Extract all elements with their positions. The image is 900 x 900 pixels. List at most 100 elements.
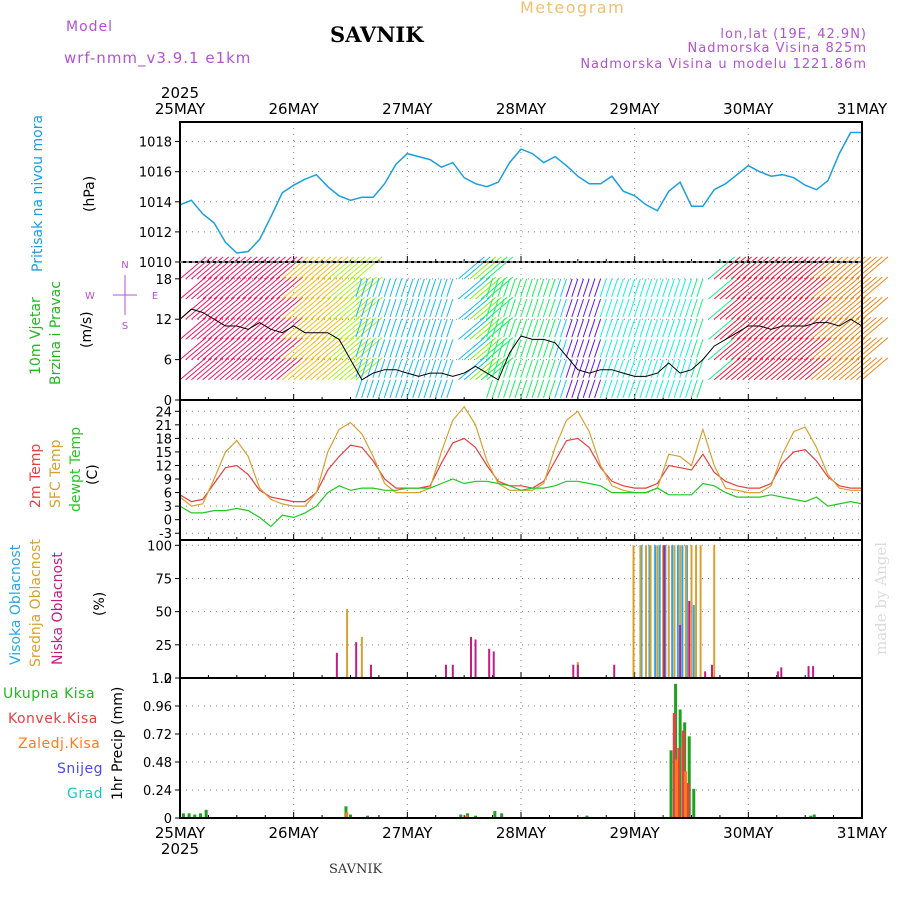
- wind-arrow: [548, 359, 556, 378]
- wind-arrow: [838, 276, 866, 300]
- wind-arrow: [236, 256, 264, 280]
- wind-arrow: [225, 296, 252, 320]
- wind-arrow: [565, 278, 573, 297]
- wind-arrow: [531, 339, 539, 358]
- wind-arrow: [276, 337, 303, 360]
- wind-arrow: [742, 296, 769, 320]
- wind-arrow: [685, 319, 692, 338]
- precip-total-bar: [187, 813, 191, 818]
- wind-arrow: [645, 319, 653, 338]
- wind-arrow: [276, 256, 303, 280]
- wind-arrow: [179, 276, 207, 300]
- wind-arrow: [725, 256, 752, 280]
- wind-arrow: [520, 359, 528, 378]
- precip-total-bar: [193, 814, 197, 818]
- wind-arrow: [616, 379, 624, 398]
- wind-arrow: [844, 256, 872, 280]
- wind-arrow: [679, 278, 687, 297]
- wind-arrow: [855, 276, 883, 300]
- wind-arrow: [787, 337, 815, 360]
- wind-arrow: [333, 337, 360, 360]
- wind-arrow: [748, 357, 775, 381]
- wind-arrow: [287, 357, 315, 381]
- y-tick-label: 18: [155, 432, 172, 447]
- wind-arrow: [372, 319, 380, 338]
- wind-arrow: [765, 256, 792, 280]
- x-date-label-bottom: 31MAY: [837, 824, 888, 842]
- wind-arrow: [333, 317, 360, 340]
- wind-arrow: [559, 278, 567, 297]
- wind-arrow: [219, 296, 247, 320]
- wind-arrow: [423, 298, 431, 318]
- wind-arrow: [622, 339, 630, 358]
- wind-arrow: [514, 278, 522, 297]
- precip-total-bar: [459, 814, 463, 818]
- y-tick-label: 1.2: [151, 672, 172, 687]
- wind-arrow: [611, 379, 619, 398]
- wind-arrow: [588, 339, 596, 358]
- wind-arrow: [776, 276, 804, 300]
- wind-arrow: [259, 256, 286, 280]
- wind-arrow: [316, 337, 343, 360]
- wind-arrow: [259, 317, 286, 340]
- wind-arrow: [497, 298, 505, 318]
- wind-arrow: [434, 319, 442, 338]
- wind-arrow: [537, 319, 545, 338]
- wind-arrow: [582, 379, 590, 398]
- panel-border: [179, 539, 863, 679]
- wind-arrow: [542, 278, 550, 297]
- wind-arrow: [605, 359, 613, 378]
- wind-arrow: [213, 317, 241, 340]
- wind-arrow: [776, 296, 804, 320]
- x-date-label-top: 27MAY: [382, 100, 433, 118]
- wind-arrow: [293, 357, 320, 381]
- wind-arrow: [594, 339, 602, 358]
- wind-arrow: [833, 296, 860, 320]
- y-tick-label: 6: [164, 354, 172, 369]
- y-tick-label: 1018: [139, 136, 172, 151]
- wind-arrow: [406, 278, 414, 297]
- wind-arrow: [208, 317, 235, 340]
- wind-arrow: [816, 276, 843, 300]
- wind-arrow: [719, 357, 747, 381]
- wind-arrow: [622, 379, 630, 398]
- wind-arrow: [179, 357, 207, 381]
- wind-arrow: [276, 296, 303, 320]
- wind-arrow: [690, 379, 698, 398]
- wind-arrow: [565, 319, 573, 338]
- wind-arrow: [622, 278, 630, 297]
- wind-arrow: [650, 278, 658, 297]
- wind-arrow: [327, 276, 355, 300]
- wind-arrow: [713, 337, 741, 360]
- wind-arrow: [685, 278, 692, 297]
- wind-arrow: [514, 298, 522, 318]
- wind-arrow: [827, 317, 855, 340]
- wind-arrow: [833, 357, 860, 381]
- wind-arrow: [742, 276, 769, 300]
- wind-arrow: [690, 319, 698, 338]
- wind-arrow: [378, 278, 386, 297]
- wind-arrow: [548, 298, 556, 318]
- wind-arrow: [861, 317, 889, 340]
- wind-arrow: [542, 319, 550, 338]
- wind-arrow: [191, 337, 218, 360]
- y-tick-label: 100: [147, 539, 172, 554]
- wind-arrow: [827, 337, 855, 360]
- wind-arrow: [514, 339, 522, 358]
- wind-arrow: [299, 276, 326, 300]
- wind-arrow: [810, 256, 838, 280]
- wind-arrow: [446, 298, 454, 318]
- wind-arrow: [645, 339, 653, 358]
- wind-arrow: [582, 298, 590, 318]
- wind-arrow: [776, 337, 804, 360]
- wind-arrow: [690, 298, 698, 318]
- wind-arrow: [770, 276, 798, 300]
- wind-arrow: [816, 296, 843, 320]
- wind-arrow: [395, 278, 403, 297]
- wind-arrow: [417, 359, 425, 378]
- wind-arrow: [685, 359, 692, 378]
- wind-arrow: [571, 319, 579, 338]
- wind-arrow: [333, 256, 360, 280]
- wind-arrow: [708, 317, 735, 340]
- year-label-bottom: 2025: [161, 840, 199, 858]
